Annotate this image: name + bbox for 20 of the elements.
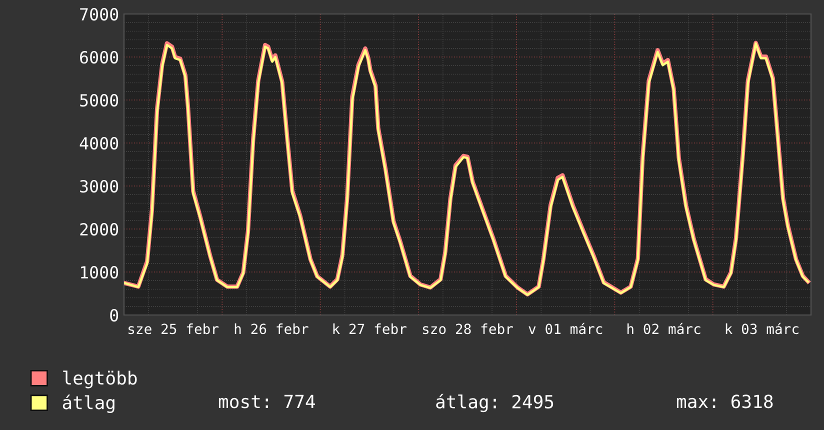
- x-tick-label: szo 28 febr: [422, 323, 513, 334]
- text: max: 6318: [676, 394, 773, 408]
- x-tick-label: k 27 febr: [333, 323, 406, 334]
- y-tick-label: 0: [110, 309, 118, 322]
- y-tick-label: 4000: [80, 137, 118, 150]
- x-tick-label: h 26 febr: [234, 323, 308, 334]
- x-tick-label: h 02 márc: [627, 322, 700, 334]
- text: átlag: 2495: [436, 394, 554, 412]
- y-tick-label: 7000: [80, 8, 118, 21]
- legend-label: legtöbb: [63, 370, 137, 388]
- x-tick-label: sze 25 febr: [128, 323, 219, 334]
- x-tick-label: v 01 márc: [528, 322, 602, 334]
- y-tick-label: 3000: [80, 180, 118, 193]
- text: most: 774: [218, 394, 315, 408]
- legend-label: átlag: [62, 394, 114, 413]
- y-tick-label: 5000: [80, 94, 118, 107]
- y-tick-label: 2000: [80, 223, 118, 236]
- y-tick-label: 6000: [80, 51, 118, 64]
- x-tick-label: k 03 márc: [726, 322, 798, 334]
- y-tick-label: 1000: [81, 266, 118, 279]
